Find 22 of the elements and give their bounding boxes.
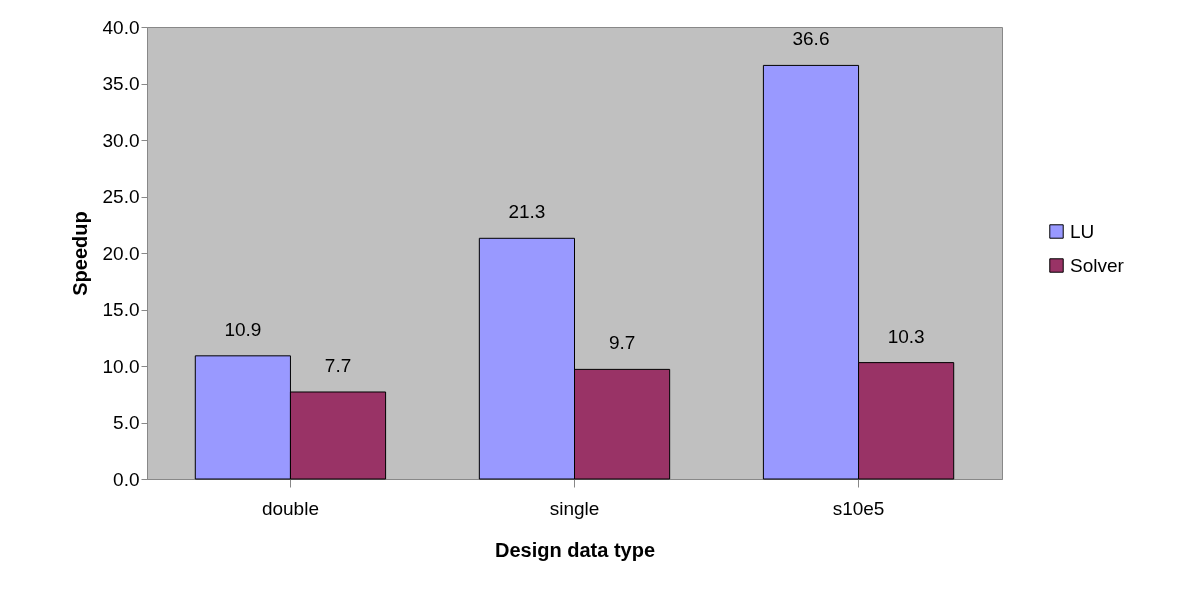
y-tick-label: 10.0 xyxy=(102,355,140,377)
data-label: 7.7 xyxy=(324,354,352,376)
y-tick-label: 25.0 xyxy=(102,186,140,207)
data-label: 10.3 xyxy=(887,325,925,347)
x-tick-label: s10e5 xyxy=(832,497,885,519)
y-tick-label: 40.0 xyxy=(102,16,140,38)
y-tick-label: 0.0 xyxy=(113,468,140,490)
legend-label: Solver xyxy=(1070,254,1125,276)
y-axis-title: Speedup xyxy=(68,211,91,296)
data-label: 36.6 xyxy=(792,28,830,50)
data-label: 21.3 xyxy=(508,201,546,223)
y-tick-label: 35.0 xyxy=(102,73,140,94)
x-axis-title: Design data type xyxy=(494,538,656,561)
legend-label: LU xyxy=(1070,220,1095,242)
x-tick-label: double xyxy=(261,497,319,519)
data-label: 10.9 xyxy=(224,318,262,340)
y-tick-label: 20.0 xyxy=(102,242,140,264)
x-tick-label: single xyxy=(549,497,600,519)
y-tick-label: 30.0 xyxy=(102,129,140,151)
y-tick-label: 5.0 xyxy=(113,412,140,433)
y-tick-label: 15.0 xyxy=(102,299,140,320)
data-label: 9.7 xyxy=(608,332,636,354)
